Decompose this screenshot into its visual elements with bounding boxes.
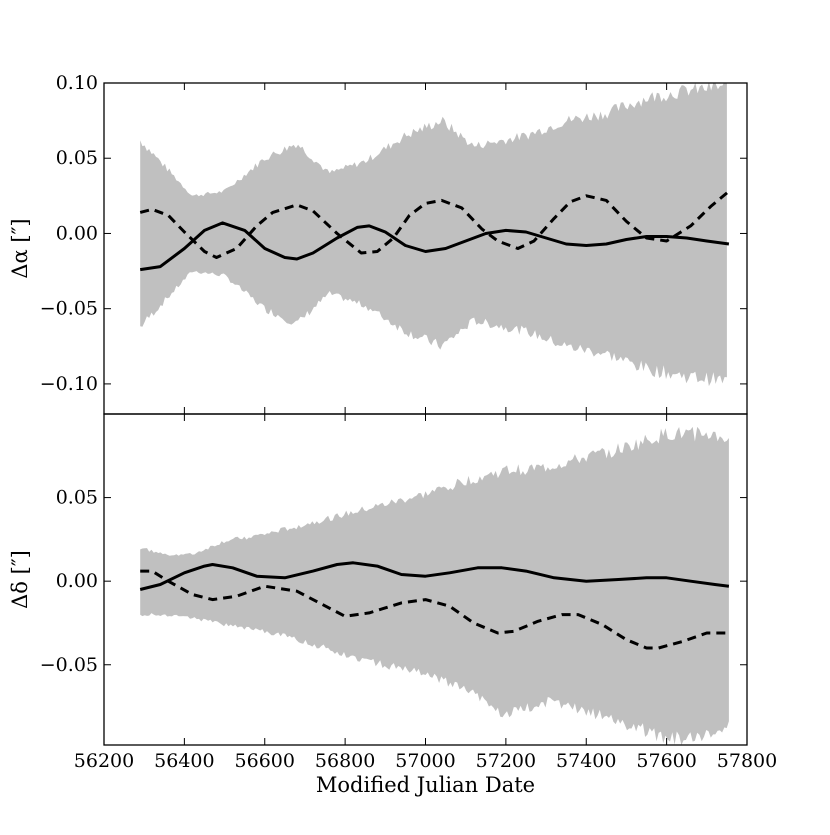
bottom-ticks-group: −0.05 0.00 0.05 56200 56400 56600 56800 57000 57… — [40, 414, 777, 772]
xtick-label: 56800 — [315, 750, 375, 772]
bottom-series-group — [139, 561, 730, 650]
xtick-label: 57200 — [476, 750, 536, 772]
bottom-ytick-label: 0.00 — [56, 570, 98, 592]
top-ytick-label: −0.10 — [40, 373, 98, 395]
xtick-label: 57800 — [717, 750, 777, 772]
bottom-uncertainty-band-group — [140, 426, 729, 745]
xtick-label: 56400 — [154, 750, 214, 772]
xtick-label: 57400 — [556, 750, 616, 772]
top-ytick-label: 0.10 — [56, 72, 98, 94]
bottom-y-axis-label: Δδ [″] — [8, 550, 32, 609]
top-series-solid — [139, 221, 730, 272]
top-uncertainty-band — [140, 83, 727, 387]
top-ytick-label: 0.00 — [56, 222, 98, 244]
top-ytick-label: −0.05 — [40, 298, 98, 320]
bottom-panel: −0.05 0.00 0.05 56200 56400 56600 56800 57000 57… — [8, 413, 777, 797]
top-y-axis-label: Δα [″] — [8, 218, 32, 278]
bottom-ytick-label: 0.05 — [56, 487, 98, 509]
x-axis-label: Modified Julian Date — [316, 773, 535, 797]
top-ticks-group: −0.10 −0.05 0.00 0.05 0.10 — [40, 72, 748, 414]
bottom-axes-frame — [103, 413, 748, 746]
xtick-label: 56600 — [235, 750, 295, 772]
xtick-label: 57600 — [636, 750, 696, 772]
top-ytick-label: 0.05 — [56, 147, 98, 169]
top-panel: −0.10 −0.05 0.00 0.05 0.10 Δα [″] — [8, 72, 748, 415]
xtick-label: 56200 — [74, 750, 134, 772]
bottom-series-solid — [139, 561, 730, 591]
top-uncertainty-band-group — [140, 83, 727, 387]
xtick-label: 57000 — [395, 750, 455, 772]
top-series-group — [139, 190, 730, 272]
bottom-uncertainty-band — [140, 426, 729, 745]
bottom-ytick-label: −0.05 — [40, 654, 98, 676]
